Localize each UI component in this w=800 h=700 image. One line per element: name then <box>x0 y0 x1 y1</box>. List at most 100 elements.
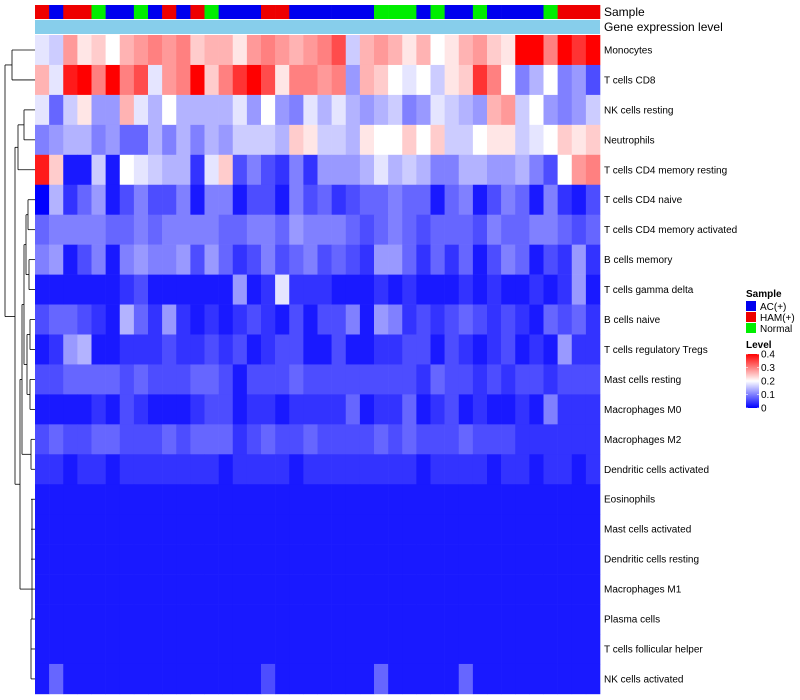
heatmap-cell <box>148 304 163 335</box>
heatmap-cell <box>289 214 304 245</box>
heatmap-cell <box>275 604 290 635</box>
heatmap-cell <box>303 214 318 245</box>
heatmap-cell <box>190 184 205 215</box>
heatmap-cell <box>345 184 361 215</box>
heatmap-cell <box>430 35 445 66</box>
heatmap-cell <box>487 634 502 665</box>
heatmap-cell <box>119 424 135 455</box>
row-label: Monocytes <box>604 45 652 56</box>
sample-annotation-cell <box>162 5 177 19</box>
heatmap-cell <box>472 64 488 96</box>
heatmap-cell <box>557 424 573 455</box>
heatmap-cell <box>501 484 516 515</box>
heatmap-cell <box>515 35 530 66</box>
heatmap-cell <box>585 544 601 575</box>
heatmap-cell <box>317 184 332 215</box>
heatmap-cell <box>487 214 502 245</box>
heatmap-cell <box>77 364 92 395</box>
heatmap-cell <box>515 634 530 665</box>
heatmap-cell <box>402 214 417 245</box>
heatmap-cell <box>458 604 474 635</box>
heatmap-cell <box>176 424 191 455</box>
heatmap-cell <box>105 663 121 695</box>
heatmap-cell <box>557 35 573 66</box>
heatmap-cell <box>303 124 318 156</box>
heatmap-cell <box>133 124 149 156</box>
heatmap-cell <box>261 184 276 215</box>
sample-annotation-cell <box>529 5 544 19</box>
sample-annotation-cell <box>359 5 375 19</box>
heatmap-cell <box>317 124 332 156</box>
sample-annotation-cell <box>374 5 389 19</box>
heatmap-cell <box>218 604 234 635</box>
heatmap-cell <box>63 274 78 305</box>
heatmap-cell <box>416 394 431 425</box>
heatmap-cell <box>317 364 332 395</box>
heatmap-cell <box>162 514 177 545</box>
heatmap-cell <box>416 64 431 96</box>
heatmap-cell <box>585 64 601 96</box>
heatmap-cell <box>303 454 318 485</box>
heatmap-cell <box>275 214 290 245</box>
heatmap-cell <box>374 64 389 96</box>
heatmap-cell <box>501 544 516 575</box>
heatmap-cell <box>331 274 347 305</box>
heatmap-cell <box>49 663 64 695</box>
heatmap-cell <box>91 304 106 335</box>
heatmap-cell <box>133 574 149 605</box>
heatmap-cell <box>63 454 78 485</box>
heatmap-cell <box>119 574 135 605</box>
sample-annotation-cell <box>148 5 163 19</box>
heatmap-cell <box>374 454 389 485</box>
heatmap-cell <box>246 334 262 365</box>
heatmap-cell <box>204 634 219 665</box>
heatmap-cell <box>571 304 587 335</box>
heatmap-cell <box>63 424 78 455</box>
heatmap-cell <box>402 334 417 365</box>
heatmap-cell <box>119 304 135 335</box>
heatmap-cell <box>119 394 135 425</box>
heatmap-cell <box>416 94 431 126</box>
heatmap-cell <box>472 94 488 126</box>
heatmap-cell <box>289 304 304 335</box>
heatmap-cell <box>345 214 361 245</box>
heatmap-cell <box>317 574 332 605</box>
heatmap-cell <box>246 364 262 395</box>
heatmap-cell <box>331 304 347 335</box>
heatmap-cell <box>275 154 290 186</box>
heatmap-cell <box>585 484 601 515</box>
heatmap-cell <box>472 454 488 485</box>
heatmap-cell <box>35 184 50 215</box>
heatmap-cell <box>261 514 276 545</box>
heatmap-cell <box>105 484 121 515</box>
heatmap-cell <box>331 424 347 455</box>
heatmap-cell <box>444 244 460 275</box>
sample-annotation-cell <box>218 5 234 19</box>
heatmap-cell <box>402 244 417 275</box>
heatmap-cell <box>289 35 304 66</box>
heatmap-cell <box>176 124 191 156</box>
heatmap-cell <box>49 184 64 215</box>
heatmap-cell <box>261 663 276 695</box>
heatmap-cell <box>105 35 121 66</box>
heatmap-cell <box>359 364 375 395</box>
heatmap-cell <box>119 604 135 635</box>
heatmap-cell <box>458 274 474 305</box>
heatmap-cell <box>458 35 474 66</box>
heatmap-cell <box>91 124 106 156</box>
heatmap-cell <box>289 514 304 545</box>
heatmap-cell <box>388 394 403 425</box>
heatmap-cell <box>472 663 488 695</box>
heatmap-cell <box>218 424 234 455</box>
heatmap-cell <box>275 484 290 515</box>
heatmap-cell <box>571 394 587 425</box>
heatmap-cell <box>246 544 262 575</box>
heatmap-cell <box>162 304 177 335</box>
heatmap-cell <box>585 334 601 365</box>
heatmap-cell <box>374 124 389 156</box>
heatmap-cell <box>458 124 474 156</box>
heatmap-cell <box>275 394 290 425</box>
sample-annotation-cell <box>275 5 290 19</box>
heatmap-cell <box>331 604 347 635</box>
heatmap-cell <box>77 574 92 605</box>
